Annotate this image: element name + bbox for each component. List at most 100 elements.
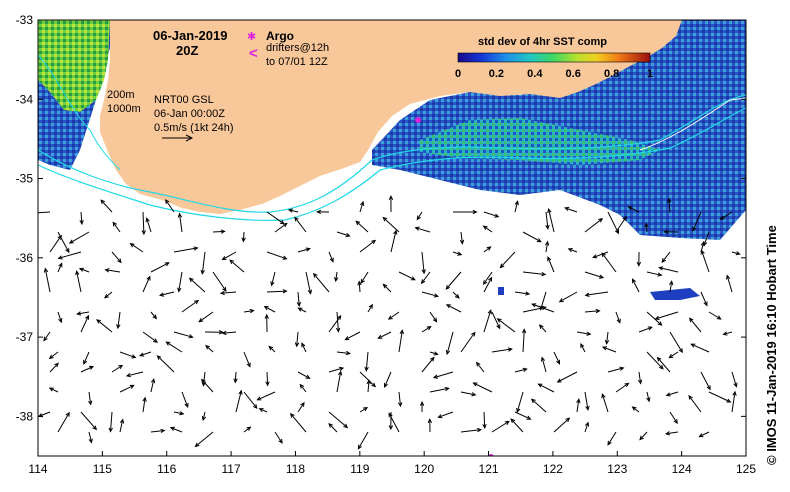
current-vector	[359, 371, 377, 388]
current-vector	[514, 291, 531, 296]
current-vector	[584, 308, 601, 314]
current-vector	[43, 267, 51, 293]
current-vector	[305, 271, 313, 295]
current-vector	[141, 211, 146, 236]
isobath-200m	[38, 94, 746, 213]
current-vector	[235, 389, 243, 413]
current-vector	[76, 311, 90, 316]
current-vector	[145, 217, 152, 233]
lon-tick-label: 123	[607, 462, 627, 476]
isobath-1000m-label: 1000m	[107, 103, 141, 115]
colorbar	[457, 52, 651, 63]
current-vector	[491, 311, 501, 330]
current-vector	[299, 383, 307, 393]
current-vector	[452, 291, 460, 299]
current-vector	[646, 391, 651, 403]
current-vector	[567, 248, 578, 253]
current-vector	[452, 251, 463, 256]
current-vector	[584, 391, 590, 411]
colorbar-tick-label: 0.6	[566, 68, 581, 80]
current-vector	[584, 421, 590, 433]
current-vector	[57, 231, 70, 254]
current-vector	[522, 271, 547, 277]
current-vector	[158, 291, 175, 297]
current-vector	[336, 231, 351, 238]
current-vector	[119, 351, 137, 359]
current-vector	[274, 431, 283, 444]
current-vector	[666, 197, 672, 213]
lat-tick-label: -36	[16, 251, 34, 265]
current-vector	[83, 351, 90, 365]
current-vector	[173, 331, 194, 339]
current-vector	[177, 271, 183, 293]
current-vector	[669, 411, 678, 425]
colorbar-tick-label: 0.2	[489, 68, 504, 80]
current-vector	[556, 371, 578, 383]
current-vector	[328, 411, 349, 429]
current-vector	[692, 211, 702, 232]
isobath-inner	[38, 54, 121, 171]
current-vector	[96, 319, 113, 333]
current-vector	[601, 252, 617, 273]
current-vector	[644, 222, 649, 233]
map-time: 20Z	[176, 43, 198, 58]
current-vector	[243, 426, 252, 433]
current-vector	[201, 411, 207, 422]
current-vector	[544, 240, 550, 253]
current-vector	[414, 226, 431, 233]
drifter-track	[639, 97, 746, 151]
current-vector	[264, 313, 269, 333]
land-mass	[100, 20, 682, 214]
sst-patch-small	[498, 287, 504, 295]
current-vector	[482, 271, 493, 286]
current-vector	[116, 311, 121, 330]
current-vector	[177, 212, 183, 233]
current-vector	[580, 342, 586, 353]
current-vector	[336, 350, 351, 356]
drifter-legend-label: drifters@12h	[266, 42, 329, 54]
current-vector	[212, 229, 226, 234]
lat-tick-label: -34	[16, 92, 34, 106]
current-vector	[538, 324, 547, 333]
current-vector	[421, 251, 426, 275]
current-vector	[312, 272, 330, 293]
lat-tick-label: -37	[16, 330, 34, 344]
current-vector	[297, 247, 311, 253]
current-vector	[663, 229, 679, 235]
current-vector	[328, 366, 345, 373]
current-vector	[188, 277, 206, 293]
current-vector	[173, 246, 199, 253]
current-vector	[429, 311, 438, 323]
current-vector	[421, 291, 440, 298]
current-vector	[296, 291, 302, 308]
current-vector	[631, 406, 640, 413]
current-vector	[287, 208, 299, 213]
current-vector	[719, 211, 733, 220]
current-vector	[646, 351, 664, 370]
current-vector	[638, 326, 653, 333]
current-vector	[482, 225, 493, 233]
current-vector	[221, 251, 237, 261]
current-vector	[150, 311, 158, 320]
current-vector	[540, 356, 547, 373]
current-vector	[75, 270, 82, 293]
current-vector	[483, 211, 500, 218]
current-vector	[445, 304, 462, 313]
current-vector	[731, 390, 737, 413]
lon-tick-label: 121	[479, 462, 499, 476]
current-vector	[377, 331, 392, 339]
current-vector	[700, 371, 711, 391]
current-vector	[266, 289, 288, 294]
current-vector	[243, 308, 255, 314]
current-vector	[601, 393, 609, 413]
lon-tick-label: 119	[350, 462, 369, 476]
current-vector	[243, 351, 251, 368]
current-vector	[460, 331, 476, 353]
current-vector	[547, 207, 555, 233]
current-vector	[615, 215, 627, 233]
current-vector	[584, 291, 609, 297]
current-vector	[388, 195, 394, 213]
lat-tick-label: -38	[16, 409, 34, 423]
current-vector	[265, 371, 270, 387]
current-vector	[241, 231, 246, 243]
